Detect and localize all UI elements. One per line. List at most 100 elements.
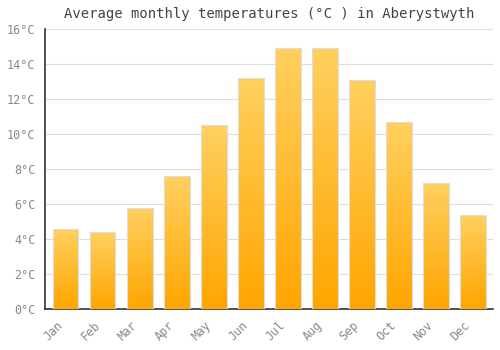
Bar xyxy=(200,300,226,302)
Bar xyxy=(200,280,226,281)
Bar xyxy=(386,210,411,212)
Bar xyxy=(90,238,116,239)
Bar xyxy=(238,122,264,124)
Bar xyxy=(90,254,116,255)
Bar xyxy=(460,224,485,225)
Bar xyxy=(238,78,264,309)
Bar xyxy=(460,276,485,277)
Bar xyxy=(200,274,226,276)
Bar xyxy=(422,191,448,192)
Bar xyxy=(422,245,448,246)
Bar xyxy=(312,273,338,275)
Bar xyxy=(238,240,264,242)
Bar xyxy=(164,236,190,237)
Bar xyxy=(422,260,448,261)
Bar xyxy=(274,254,300,257)
Bar xyxy=(274,259,300,262)
Bar xyxy=(274,304,300,306)
Bar xyxy=(386,204,411,206)
Bar xyxy=(164,254,190,256)
Bar xyxy=(200,236,226,237)
Bar xyxy=(422,286,448,288)
Bar xyxy=(312,262,338,265)
Bar xyxy=(422,300,448,301)
Bar xyxy=(386,159,411,161)
Bar xyxy=(126,296,152,297)
Bar xyxy=(164,189,190,191)
Bar xyxy=(200,228,226,230)
Bar xyxy=(90,246,116,247)
Bar xyxy=(274,241,300,244)
Bar xyxy=(126,280,152,281)
Bar xyxy=(312,202,338,205)
Bar xyxy=(274,220,300,223)
Bar xyxy=(422,199,448,201)
Bar xyxy=(422,279,448,280)
Bar xyxy=(238,147,264,150)
Bar xyxy=(312,252,338,254)
Bar xyxy=(386,230,411,232)
Bar xyxy=(460,236,485,237)
Bar xyxy=(200,158,226,160)
Bar xyxy=(312,187,338,189)
Bar xyxy=(52,275,78,276)
Bar xyxy=(126,291,152,292)
Bar xyxy=(312,257,338,259)
Bar xyxy=(422,267,448,269)
Bar xyxy=(238,265,264,267)
Bar xyxy=(386,253,411,255)
Bar xyxy=(460,305,485,306)
Bar xyxy=(422,271,448,273)
Bar xyxy=(386,154,411,155)
Bar xyxy=(126,293,152,294)
Bar xyxy=(422,269,448,270)
Bar xyxy=(422,183,448,309)
Bar xyxy=(126,300,152,301)
Bar xyxy=(126,242,152,243)
Bar xyxy=(52,306,78,307)
Bar xyxy=(164,216,190,217)
Bar xyxy=(386,247,411,249)
Bar xyxy=(200,155,226,156)
Bar xyxy=(126,248,152,249)
Bar xyxy=(312,75,338,77)
Bar xyxy=(348,80,374,82)
Bar xyxy=(90,247,116,248)
Bar xyxy=(460,294,485,295)
Bar xyxy=(274,98,300,100)
Bar xyxy=(386,191,411,193)
Bar xyxy=(460,304,485,305)
Bar xyxy=(238,180,264,182)
Bar xyxy=(386,202,411,204)
Bar xyxy=(238,242,264,244)
Bar xyxy=(422,248,448,250)
Bar xyxy=(238,307,264,309)
Bar xyxy=(200,164,226,166)
Bar xyxy=(274,212,300,215)
Bar xyxy=(312,150,338,153)
Bar xyxy=(200,290,226,293)
Bar xyxy=(90,297,116,298)
Bar xyxy=(312,199,338,202)
Bar xyxy=(126,283,152,284)
Bar xyxy=(52,252,78,253)
Bar xyxy=(238,120,264,122)
Bar xyxy=(312,145,338,147)
Bar xyxy=(200,250,226,252)
Bar xyxy=(348,84,374,87)
Bar xyxy=(238,251,264,254)
Bar xyxy=(238,85,264,87)
Bar xyxy=(52,232,78,233)
Bar xyxy=(386,127,411,129)
Bar xyxy=(386,195,411,197)
Bar xyxy=(90,256,116,257)
Bar xyxy=(200,268,226,271)
Bar xyxy=(386,129,411,131)
Bar xyxy=(312,82,338,85)
Bar xyxy=(200,241,226,243)
Bar xyxy=(312,168,338,171)
Bar xyxy=(422,280,448,281)
Bar xyxy=(274,181,300,184)
Bar xyxy=(422,218,448,219)
Bar xyxy=(52,265,78,266)
